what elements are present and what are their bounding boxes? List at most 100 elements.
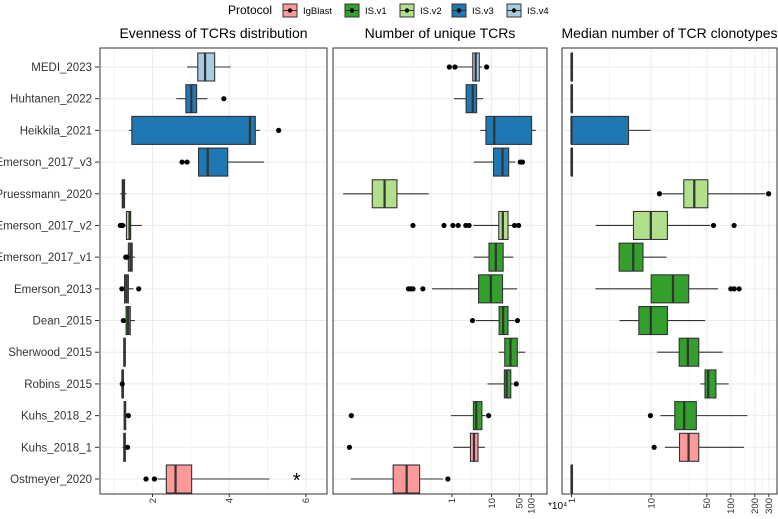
box-Robins_2015	[700, 369, 729, 399]
legend-item-isv3: IS.v3	[451, 3, 494, 18]
legend-item-isv2: IS.v2	[399, 3, 442, 18]
outlier-point	[151, 476, 158, 482]
legend: Protocol IgBlast IS.v1 IS.v2 IS.v3 IS.v4	[228, 3, 549, 18]
box	[674, 401, 697, 431]
legend-title: Protocol	[228, 3, 272, 17]
legend-label: IS.v3	[472, 6, 494, 17]
box-Kuhs_2018_2	[348, 401, 492, 431]
panel-2: Number of unique TCRs 1 10 50 100 *10⁴	[332, 25, 567, 514]
x-tick-label: 10	[487, 498, 498, 509]
outlier-point	[765, 191, 772, 197]
outlier-point	[450, 222, 456, 229]
box-Emerson_2017_v1	[473, 242, 514, 272]
outlier-point	[519, 159, 526, 165]
panel-title: Median number of TCR clonotypes	[561, 25, 777, 41]
dataset-label: Pruessmann_2020	[0, 189, 92, 201]
panel-3: Median number of TCR clonotypes 1 10 50 100 2…	[561, 25, 777, 514]
outlier-point	[441, 222, 447, 229]
panel-background	[100, 48, 327, 494]
box-Pruessmann_2020	[656, 179, 772, 209]
outlier-point	[515, 222, 522, 229]
box-Emerson_2017_v2	[410, 210, 522, 241]
outlier-point	[346, 444, 353, 450]
x-tick-label: 100	[726, 498, 737, 514]
box-Huhtanen_2022	[176, 84, 227, 114]
box-Emerson_2017_v3	[570, 147, 574, 177]
legend-item-igblast: IgBlast	[282, 3, 332, 18]
box	[465, 84, 478, 114]
x-tick-label: 100	[527, 498, 538, 514]
box-Emerson_2017_v2	[117, 210, 142, 241]
box-MEDI_2023	[570, 52, 574, 82]
outlier-point	[184, 159, 190, 165]
box-Heikkila_2021	[129, 115, 282, 145]
x-tick-label: 50	[702, 498, 713, 509]
box	[570, 115, 630, 145]
outlier-point	[514, 317, 521, 324]
box-Pruessmann_2020	[120, 179, 127, 209]
box-Kuhs_2018_2	[123, 401, 131, 431]
box-Emerson_2017_v3	[473, 147, 526, 177]
legend-label: IS.v4	[527, 6, 549, 17]
outlier-point	[124, 254, 130, 260]
x-tick-label: 300	[764, 498, 775, 514]
x-axis-multiplier: *10⁴	[548, 501, 567, 512]
x-tick-label: 4	[225, 498, 236, 503]
outlier-point	[731, 286, 737, 292]
dataset-label: Dean_2015	[33, 316, 92, 328]
outlier-point	[466, 222, 472, 229]
outlier-point	[710, 222, 717, 229]
box-Pruessmann_2020	[343, 179, 429, 209]
box	[472, 401, 483, 431]
box-Dean_2015	[469, 305, 521, 336]
box-Emerson_2017_v1	[618, 242, 667, 272]
dataset-axis-labels: MEDI_2023 Huhtanen_2022 Heikkila_2021 Emers…	[0, 62, 99, 486]
x-tick-label: 10	[646, 498, 657, 509]
box-Huhtanen_2022	[453, 84, 484, 114]
x-tick-label: 1	[447, 498, 458, 503]
box	[197, 52, 216, 82]
outlier-point	[120, 222, 126, 229]
dataset-label: Kuhs_2018_2	[21, 411, 92, 423]
box-Emerson_2013	[595, 274, 742, 304]
outlier-point	[731, 222, 737, 229]
box-Robins_2015	[119, 369, 125, 399]
outlier-point	[348, 413, 354, 419]
box	[638, 305, 668, 336]
legend-swatch-point	[511, 8, 517, 13]
dataset-label: MEDI_2023	[31, 62, 92, 74]
box	[165, 464, 193, 494]
outlier-point	[445, 476, 451, 482]
x-tick-label: 200	[750, 498, 761, 514]
box-Heikkila_2021	[480, 115, 536, 145]
box	[131, 115, 256, 145]
box	[704, 369, 717, 399]
outlier-point	[221, 96, 227, 102]
outlier-point	[656, 191, 663, 197]
box-Ostmeyer_2020	[350, 464, 451, 494]
panel-border	[332, 47, 548, 495]
outlier-point	[651, 444, 657, 450]
dataset-label: Robins_2015	[24, 379, 92, 391]
box-Huhtanen_2022	[570, 84, 574, 114]
panel-title: Number of unique TCRs	[365, 25, 516, 41]
box-Emerson_2017_v3	[179, 147, 265, 177]
outlier-point	[736, 286, 742, 292]
panel-title: Evenness of TCRs distribution	[119, 25, 307, 41]
dataset-label: Emerson_2013	[14, 284, 92, 296]
legend-swatch-point	[349, 8, 355, 13]
outlier-point	[485, 413, 492, 419]
legend-item-isv1: IS.v1	[344, 3, 387, 18]
box-Dean_2015	[120, 305, 135, 336]
box-Sherwood_2015	[657, 337, 723, 367]
significance-annotation: *	[293, 470, 301, 492]
panel-1: Evenness of TCRs distribution * 2 4 6	[99, 25, 328, 503]
outlier-point	[119, 381, 125, 387]
box	[618, 242, 644, 272]
outlier-point	[410, 222, 416, 229]
panel-border	[561, 47, 778, 495]
outlier-point	[484, 64, 490, 70]
box-Dean_2015	[619, 305, 706, 336]
dataset-label: Ostmeyer_2020	[10, 474, 92, 486]
